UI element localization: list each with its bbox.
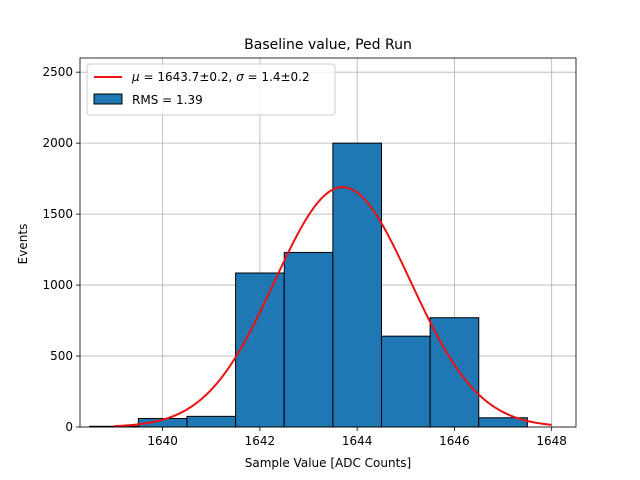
- histogram-bar: [186, 415, 237, 428]
- legend-sigma-symbol: σ: [236, 70, 244, 84]
- y-tick-label: 2500: [42, 65, 73, 79]
- legend-histogram-label: RMS = 1.39: [132, 93, 203, 107]
- x-tick-label: 1646: [439, 434, 470, 448]
- legend-mu-value: = 1643.7±0.2,: [140, 70, 236, 84]
- y-tick-label: 1500: [42, 207, 73, 221]
- legend-mu-symbol: μ: [131, 70, 140, 84]
- x-axis-ticks: 1640 1642 1644 1646 1648: [147, 427, 567, 448]
- legend-fit-label: μ = 1643.7±0.2, σ = 1.4±0.2: [131, 70, 310, 84]
- x-tick-label: 1640: [147, 434, 178, 448]
- y-tick-label: 1000: [42, 278, 73, 292]
- chart-title: Baseline value, Ped Run: [244, 37, 412, 53]
- plot-frame: [79, 57, 577, 428]
- gaussian-fit-curve: [113, 186, 552, 428]
- histogram-bars: [89, 142, 528, 428]
- x-tick-label: 1644: [342, 434, 373, 448]
- histogram-bar: [380, 335, 431, 428]
- histogram-bar: [235, 272, 285, 428]
- y-tick-label: 500: [50, 349, 73, 363]
- x-tick-label: 1648: [536, 434, 567, 448]
- legend-sigma-value: = 1.4±0.2: [244, 70, 310, 84]
- y-axis-label: Events: [16, 224, 30, 265]
- x-axis-label: Sample Value [ADC Counts]: [245, 456, 411, 470]
- y-tick-label: 2000: [42, 136, 73, 150]
- y-tick-label: 0: [65, 420, 73, 434]
- legend-histogram-swatch: [93, 93, 123, 105]
- y-axis-ticks: 0 500 1000 1500 2000 2500: [42, 65, 80, 434]
- histogram-bar: [332, 142, 382, 428]
- x-tick-label: 1642: [245, 434, 276, 448]
- legend: μ = 1643.7±0.2, σ = 1.4±0.2 RMS = 1.39: [86, 63, 336, 116]
- legend-box: [86, 63, 336, 116]
- histogram-bar: [283, 251, 334, 428]
